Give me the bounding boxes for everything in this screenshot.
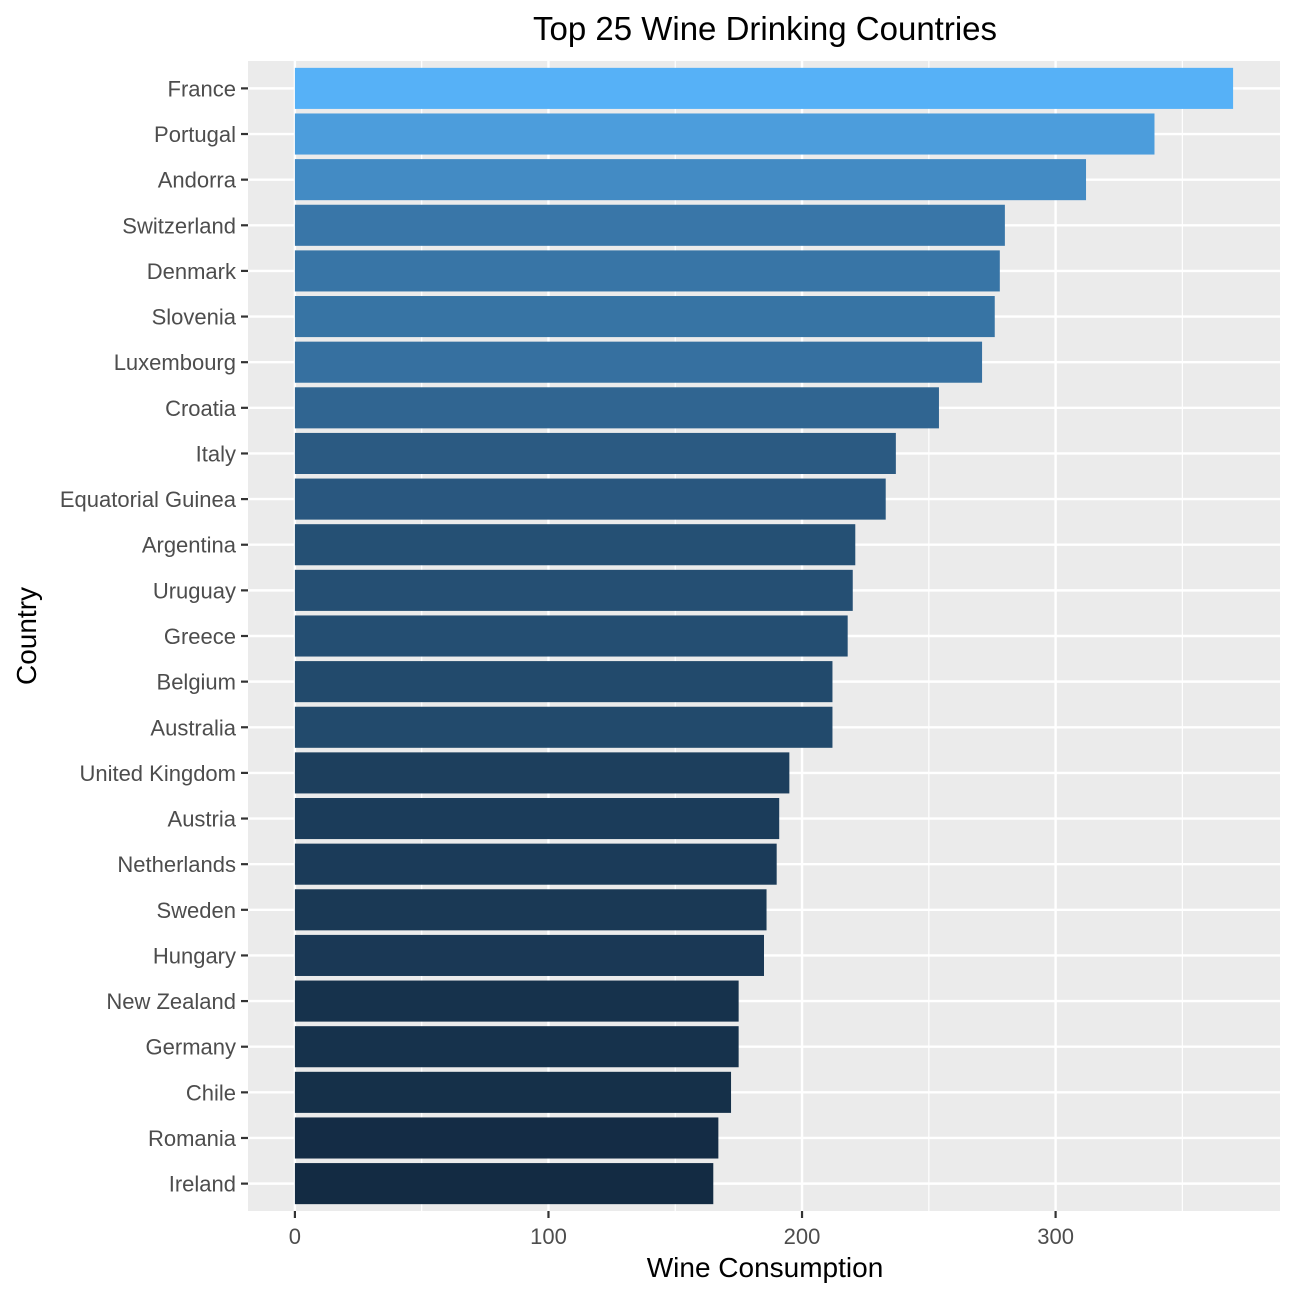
bar-portugal [294,113,1155,155]
y-tick-label: Slovenia [152,305,237,330]
bar-ireland [294,1163,714,1205]
y-tick-label: Chile [186,1080,236,1105]
y-tick-label: Netherlands [117,852,236,877]
x-tick-label: 100 [530,1224,567,1249]
y-tick-label: Uruguay [153,578,236,603]
y-tick-label: Hungary [153,943,236,968]
x-tick-label: 300 [1037,1224,1074,1249]
y-tick-label: Australia [150,715,236,740]
y-tick-label: United Kingdom [79,761,236,786]
y-tick-label: Germany [146,1035,236,1060]
bar-netherlands [294,843,777,885]
y-tick-label: Switzerland [122,213,236,238]
bar-united-kingdom [294,752,790,794]
bar-equatorial-guinea [294,478,886,520]
x-axis-title: Wine Consumption [647,1252,884,1283]
bar-austria [294,798,780,840]
bars [294,67,1234,1205]
bar-andorra [294,159,1087,201]
y-tick-label: Greece [164,624,236,649]
bar-romania [294,1117,719,1159]
y-tick-label: Ireland [169,1172,236,1197]
y-tick-label: Equatorial Guinea [60,487,237,512]
y-tick-label: Italy [196,441,236,466]
bar-germany [294,1026,739,1068]
bar-luxembourg [294,341,983,383]
bar-new-zealand [294,980,739,1022]
bar-italy [294,432,896,474]
y-axis-title: Country [11,587,42,685]
y-tick-label: Denmark [147,259,237,284]
y-tick-label: Sweden [156,898,236,923]
bar-denmark [294,250,1000,292]
bar-uruguay [294,569,853,611]
x-axis: 0 100 200 300 [289,1211,1074,1249]
y-tick-label: Belgium [157,670,236,695]
y-tick-label: New Zealand [106,989,236,1014]
y-tick-label: Croatia [165,396,237,421]
bar-chile [294,1071,732,1113]
bar-slovenia [294,296,995,338]
y-axis: France Portugal Andorra Switzerland Denmark S… [60,76,248,1197]
y-tick-label: Portugal [154,122,236,147]
y-tick-label: Andorra [158,168,237,193]
y-tick-label: Argentina [142,533,237,558]
y-tick-label: France [168,76,236,101]
bar-belgium [294,661,833,703]
bar-australia [294,706,833,748]
bar-greece [294,615,848,657]
bar-croatia [294,387,939,429]
y-tick-label: Romania [148,1126,237,1151]
bar-france [294,67,1234,109]
y-tick-label: Austria [168,807,237,832]
bar-switzerland [294,204,1005,246]
chart-title: Top 25 Wine Drinking Countries [533,10,997,47]
x-tick-label: 0 [289,1224,301,1249]
bar-hungary [294,934,764,976]
x-tick-label: 200 [784,1224,821,1249]
bar-argentina [294,524,856,566]
bar-sweden [294,889,767,931]
y-tick-label: Luxembourg [114,350,236,375]
